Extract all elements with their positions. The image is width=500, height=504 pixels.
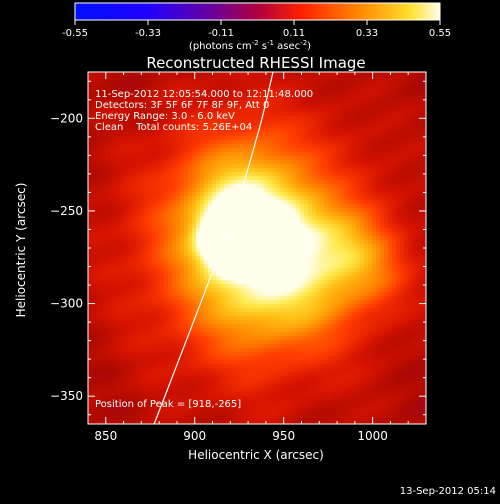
x-tick-label: 900 xyxy=(183,429,206,443)
colorbar xyxy=(74,2,441,21)
x-tick-label: 850 xyxy=(94,429,117,443)
solar-limb-arc xyxy=(153,72,274,424)
colorbar-tick-label: -0.33 xyxy=(135,28,161,39)
colorbar-tick-label: 0.55 xyxy=(429,28,451,39)
axis-ticks: 850 900 950 1000 −200 −250 −300 −350 xyxy=(50,72,426,443)
colorbar-unit-label: (photons cm-2 s-1 asec-2) xyxy=(189,39,311,52)
colorbar-tick-label: -0.55 xyxy=(62,28,88,39)
annotation-block: 11-Sep-2012 12:05:54.000 to 12:11:48.000… xyxy=(95,89,313,133)
chart-title: Reconstructed RHESSI Image xyxy=(146,54,365,72)
x-axis-label: Heliocentric X (arcsec) xyxy=(188,448,324,462)
heatmap-container xyxy=(88,72,426,424)
x-tick-label: 1000 xyxy=(357,429,388,443)
colorbar-tick-label: 0.33 xyxy=(356,28,378,39)
y-axis-label: Heliocentric Y (arcsec) xyxy=(14,183,28,318)
colorbar-tick-label: -0.11 xyxy=(208,28,234,39)
colorbar-tick-label: 0.11 xyxy=(283,28,305,39)
annotation-clean-counts: Clean Total counts: 5.26E+04 xyxy=(95,122,252,133)
y-tick-label: −350 xyxy=(50,389,83,403)
peak-position-label: Position of Peak = [918,-265] xyxy=(95,399,241,410)
timestamp: 13-Sep-2012 05:14 xyxy=(400,486,496,497)
colorbar-ticks: -0.55 -0.33 -0.11 0.11 0.33 0.55 xyxy=(62,20,451,39)
y-tick-label: −250 xyxy=(50,204,83,218)
annotation-time-range: 11-Sep-2012 12:05:54.000 to 12:11:48.000 xyxy=(95,89,313,100)
plot-area xyxy=(88,72,426,424)
annotation-energy-range: Energy Range: 3.0 - 6.0 keV xyxy=(95,111,235,122)
heatmap-image xyxy=(88,72,426,424)
annotation-detectors: Detectors: 3F 5F 6F 7F 8F 9F, Att 0 xyxy=(95,100,269,111)
y-tick-label: −200 xyxy=(50,111,83,125)
x-tick-label: 950 xyxy=(272,429,295,443)
y-tick-label: −300 xyxy=(50,297,83,311)
